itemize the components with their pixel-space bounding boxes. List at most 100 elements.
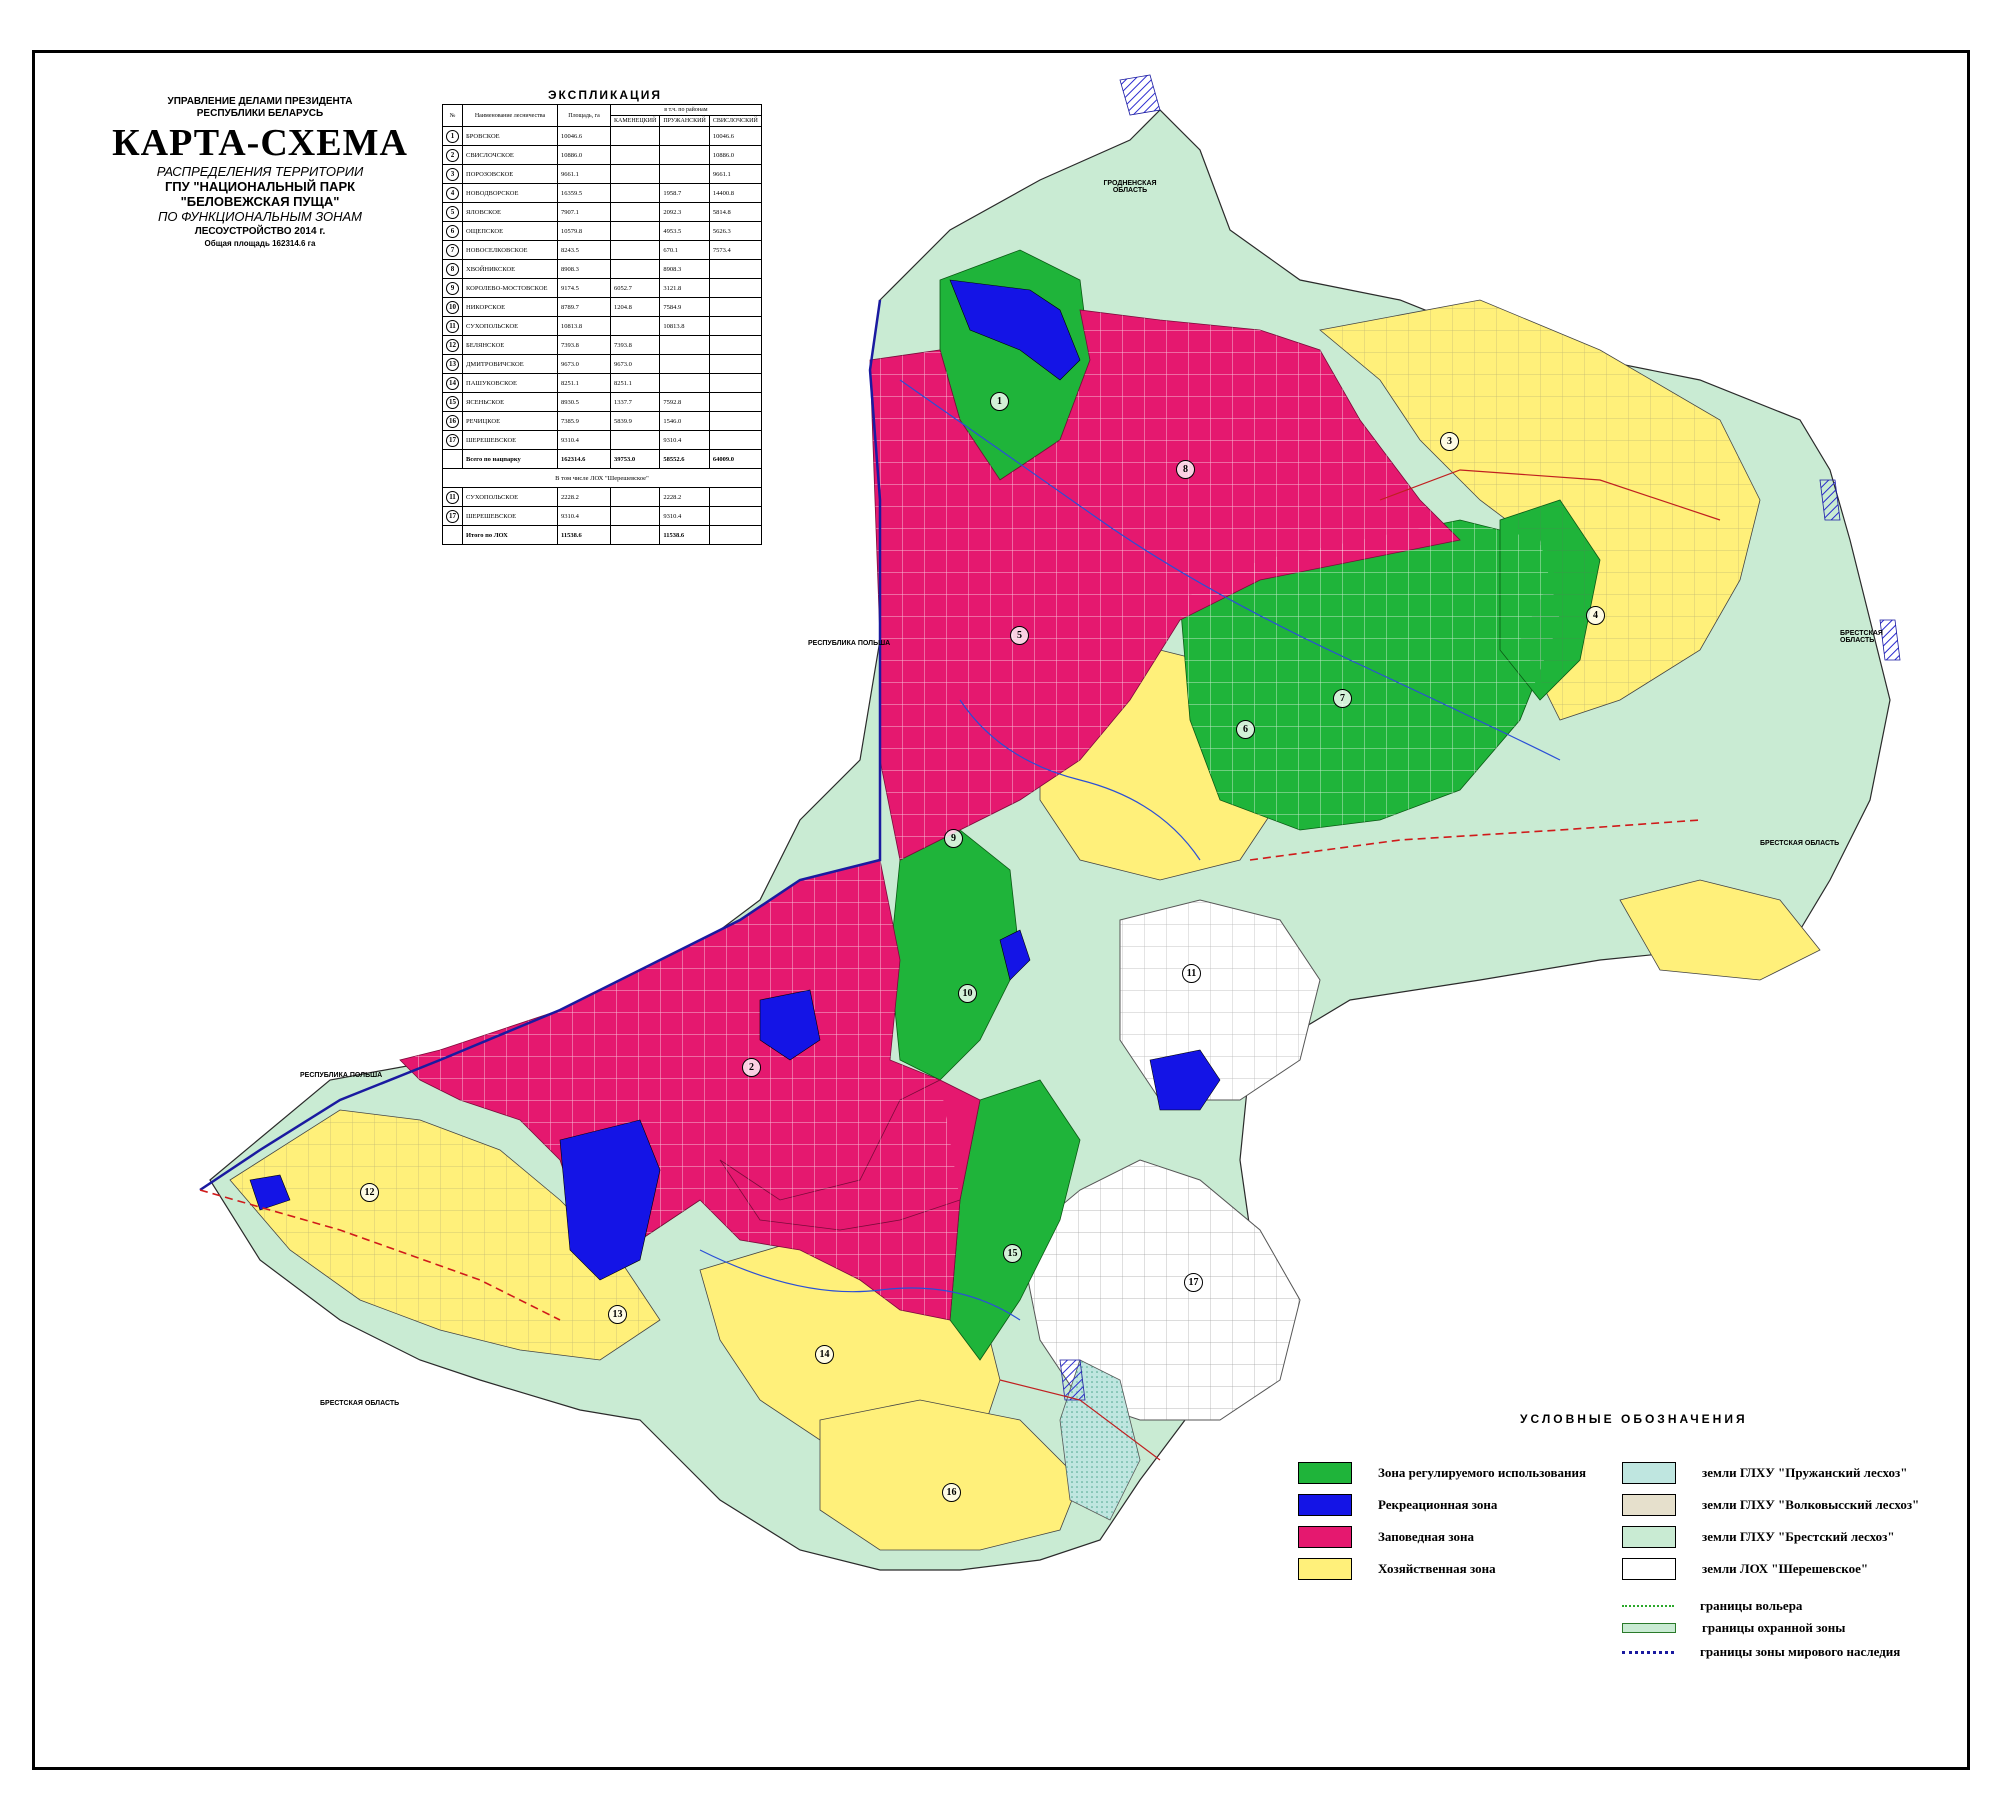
table-row: 17 ШЕРЕШЕВСКОЕ 9310.4 9310.4 bbox=[442, 506, 762, 526]
col-r1: КАМЕНЕЦКИЙ bbox=[609, 115, 661, 127]
cell-r1 bbox=[609, 259, 661, 279]
label-poland-north: РЕСПУБЛИКА ПОЛЬША bbox=[808, 640, 891, 647]
explication-table: № Наименование лесничества Площадь, га в… bbox=[442, 104, 762, 545]
label-poland-south: РЕСПУБЛИКА ПОЛЬША bbox=[300, 1072, 383, 1079]
line-enclosure bbox=[1622, 1605, 1674, 1607]
forestry-marker: 7 bbox=[1333, 689, 1352, 708]
cell-n: 14 bbox=[442, 373, 463, 393]
cell-n: 1 bbox=[442, 126, 463, 146]
forestry-marker: 5 bbox=[1010, 626, 1029, 645]
cell-r2 bbox=[659, 126, 710, 146]
legend-enclosure-label: границы вольера bbox=[1700, 1598, 1803, 1613]
legend-volkovysk-label: земли ГЛХУ "Волковысский лесхоз" bbox=[1702, 1497, 1920, 1512]
cell-r1 bbox=[609, 506, 661, 526]
cell-area: 7907.1 bbox=[557, 202, 611, 222]
forestry-marker: 12 bbox=[360, 1183, 379, 1202]
cell-r2: 2228.2 bbox=[659, 487, 710, 507]
forestry-number: 9 bbox=[446, 281, 459, 295]
col-group: в т.ч. по районам bbox=[610, 104, 762, 116]
forestry-marker: 13 bbox=[608, 1305, 627, 1324]
cell-r3: 5626.3 bbox=[708, 221, 762, 241]
col-r2: ПРУЖАНСКИЙ bbox=[659, 115, 710, 127]
org-line-1: УПРАВЛЕНИЕ ДЕЛАМИ ПРЕЗИДЕНТА bbox=[167, 96, 353, 107]
cell-n: 4 bbox=[442, 183, 463, 203]
cell-area: 9174.5 bbox=[557, 278, 611, 298]
col-r3: СВИСЛОЧСКИЙ bbox=[708, 115, 762, 127]
forestry-number: 3 bbox=[446, 167, 459, 181]
legend-reserve-label: Заповедная зона bbox=[1378, 1529, 1474, 1544]
cell-r2 bbox=[659, 373, 710, 393]
roads bbox=[999, 469, 1721, 1461]
cell-name: НОВОДВОРСКОЕ bbox=[462, 183, 558, 203]
cell-r3 bbox=[708, 335, 762, 355]
cell-name: СУХОПОЛЬСКОЕ bbox=[462, 487, 558, 507]
cell-area: 9310.4 bbox=[557, 430, 611, 450]
cell-area: 7393.8 bbox=[557, 335, 611, 355]
cell-r3 bbox=[708, 354, 762, 374]
forestry-marker: 17 bbox=[1184, 1273, 1203, 1292]
cell-r3: 14400.8 bbox=[708, 183, 762, 203]
subtitle-2: ГПУ "НАЦИОНАЛЬНЫЙ ПАРК bbox=[164, 179, 356, 194]
subtitle-3: "БЕЛОВЕЖСКАЯ ПУЩА" bbox=[180, 194, 340, 209]
cell-n: 3 bbox=[442, 164, 463, 184]
legend-buffer-label: границы охранной зоны bbox=[1702, 1620, 1846, 1635]
cell-name: ХВОЙНИКСКОЕ bbox=[462, 259, 558, 279]
line-buffer bbox=[1622, 1623, 1676, 1633]
forestry-marker: 10 bbox=[958, 984, 977, 1003]
cell-r2 bbox=[659, 354, 710, 374]
cell-r3 bbox=[708, 316, 762, 336]
cell-r1 bbox=[609, 240, 661, 260]
cell-r1: 5839.9 bbox=[609, 411, 661, 431]
cell-r3 bbox=[708, 373, 762, 393]
swatch-brest bbox=[1622, 1526, 1676, 1548]
legend-enclosure: границы вольера bbox=[1622, 1598, 1802, 1614]
cell-name: РЕЧИЦКОЕ bbox=[462, 411, 558, 431]
cell-r2: 10813.8 bbox=[659, 316, 710, 336]
legend-regulated-label: Зона регулируемого использования bbox=[1378, 1465, 1587, 1480]
cell-r2: 9310.4 bbox=[659, 506, 710, 526]
label-brest-south: БРЕСТСКАЯ ОБЛАСТЬ bbox=[320, 1400, 400, 1407]
total-area: Общая площадь 162314.6 га bbox=[204, 239, 316, 248]
cell-n: 17 bbox=[442, 506, 463, 526]
cell-r2 bbox=[659, 145, 710, 165]
cell-name: НИКОРСКОЕ bbox=[462, 297, 558, 317]
cell-r2: 8908.3 bbox=[659, 259, 710, 279]
forestry-number: 11 bbox=[446, 490, 459, 504]
forestry-marker: 4 bbox=[1586, 606, 1605, 625]
cell-n bbox=[442, 525, 463, 545]
cell-r2: 1546.0 bbox=[659, 411, 710, 431]
org-line-2: РЕСПУБЛИКИ БЕЛАРУСЬ bbox=[196, 108, 324, 119]
table-row: 15 ЯСЕНЬСКОЕ 8930.5 1337.7 7592.8 bbox=[442, 392, 762, 412]
forestry-number: 12 bbox=[446, 338, 459, 352]
cell-r1 bbox=[609, 487, 661, 507]
table-row: 13 ДМИТРОВИЧСКОЕ 9673.0 9673.0 bbox=[442, 354, 762, 374]
forestry-number: 5 bbox=[446, 205, 459, 219]
cell-r3: 10886.0 bbox=[708, 145, 762, 165]
label-brest-east-2: БРЕСТСКАЯ ОБЛАСТЬ bbox=[1760, 840, 1840, 847]
cell-area: 9661.1 bbox=[557, 164, 611, 184]
cell-area: 10813.8 bbox=[557, 316, 611, 336]
table-row: 3 ПОРОЗОВСКОЕ 9661.1 9661.1 bbox=[442, 164, 762, 184]
cell-area: 7385.9 bbox=[557, 411, 611, 431]
legend-lox: земли ЛОХ "Шерешевское" bbox=[1622, 1558, 1868, 1580]
cell-r1: 9673.0 bbox=[609, 354, 661, 374]
cell-area: 8908.3 bbox=[557, 259, 611, 279]
explication-title: ЭКСПЛИКАЦИЯ bbox=[547, 88, 663, 102]
table-row: 6 ОЩЕПСКОЕ 10579.8 4953.5 5626.3 bbox=[442, 221, 762, 241]
cell-r1 bbox=[609, 202, 661, 222]
heritage-strips bbox=[1059, 74, 1901, 1401]
forestry-number: 15 bbox=[446, 395, 459, 409]
title-block: УПРАВЛЕНИЕ ДЕЛАМИ ПРЕЗИДЕНТА РЕСПУБЛИКИ … bbox=[110, 96, 410, 248]
cell-n: 17 bbox=[442, 430, 463, 450]
legend-title: УСЛОВНЫЕ ОБОЗНАЧЕНИЯ bbox=[1520, 1412, 1748, 1426]
legend-recreation-label: Рекреационная зона bbox=[1378, 1497, 1498, 1512]
forestry-marker: 8 bbox=[1176, 460, 1195, 479]
cell-area: 9673.0 bbox=[557, 354, 611, 374]
cell-r2: 1958.7 bbox=[659, 183, 710, 203]
cell-area: 8930.5 bbox=[557, 392, 611, 412]
cell-r3: 7573.4 bbox=[708, 240, 762, 260]
cell-r3 bbox=[708, 411, 762, 431]
main-title: КАРТА-СХЕМА bbox=[112, 122, 408, 164]
cell-r2: 4953.5 bbox=[659, 221, 710, 241]
cell-r3 bbox=[708, 506, 762, 526]
